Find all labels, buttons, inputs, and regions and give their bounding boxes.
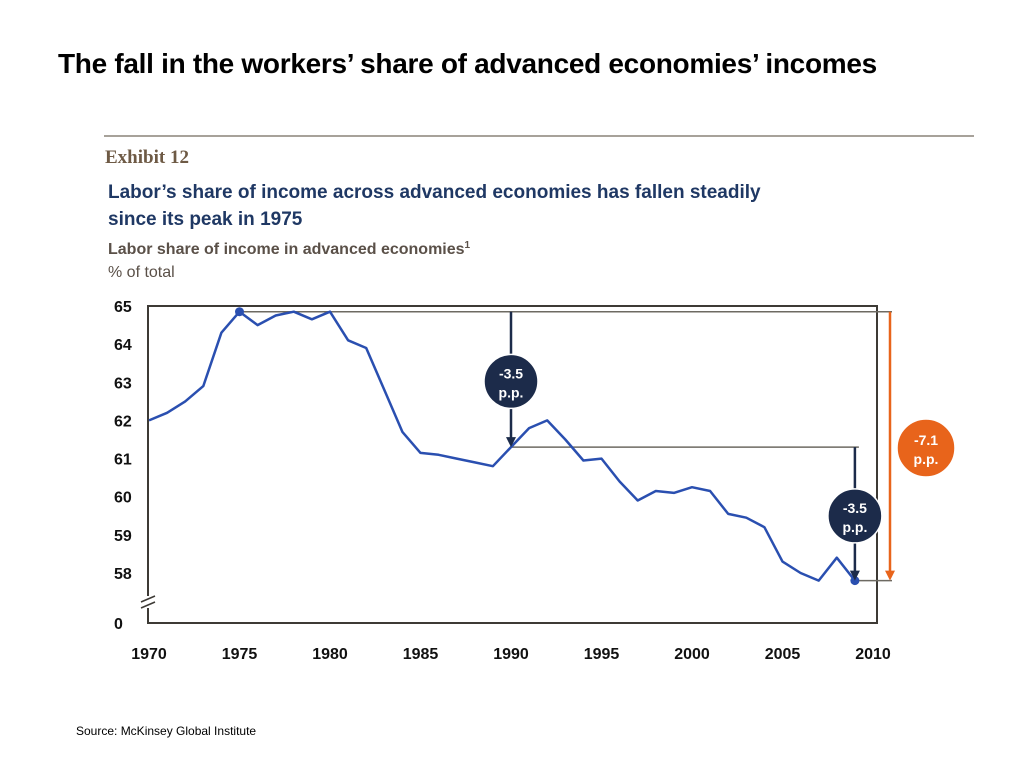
y-tick-label: 63 — [114, 375, 132, 392]
x-tick-label: 1985 — [403, 646, 439, 663]
x-tick-label: 1970 — [131, 646, 167, 663]
annotation-badge-label: p.p. — [499, 384, 524, 400]
annotation-badge — [896, 418, 956, 478]
y-tick-label: 59 — [114, 528, 132, 545]
chart-headline-line-1: Labor’s share of income across advanced … — [108, 182, 761, 203]
y-tick-label: 60 — [114, 490, 132, 507]
chart-headline-line-2: since its peak in 1975 — [108, 209, 303, 230]
exhibit-label: Exhibit 12 — [105, 147, 189, 168]
plot-area — [140, 305, 892, 624]
source-note: Source: McKinsey Global Institute — [76, 724, 257, 738]
axis-break-mark — [140, 601, 156, 609]
axis-break-mark — [140, 595, 156, 603]
annotation-badge-label: -7.1 — [914, 432, 938, 448]
y-tick-label: 62 — [114, 413, 132, 430]
slide-title: The fall in the workers’ share of advanc… — [58, 48, 877, 79]
chart-subtitle-text: Labor share of income in advanced econom… — [108, 241, 465, 258]
y-tick-label: 58 — [114, 566, 132, 583]
x-tick-label: 2000 — [674, 646, 710, 663]
annotation-badge-label: -3.5 — [499, 365, 523, 381]
highlight-point — [235, 307, 244, 317]
series-line — [148, 310, 856, 582]
y-tick-label: 61 — [114, 452, 132, 469]
annotation-arrowhead — [849, 570, 860, 581]
chart-subtitle-footnote: 1 — [465, 240, 471, 251]
chart-units: % of total — [108, 264, 175, 281]
x-tick-label: 1980 — [312, 646, 348, 663]
plot-frame — [147, 305, 878, 624]
x-tick-label: 1995 — [584, 646, 620, 663]
axis-break-gap — [141, 596, 155, 608]
chart-subtitle: Labor share of income in advanced econom… — [108, 240, 471, 258]
annotation-arrowhead — [885, 570, 895, 581]
annotation-arrowhead — [506, 437, 516, 448]
x-tick-label: 1990 — [493, 646, 529, 663]
x-tick-label: 2010 — [855, 646, 891, 663]
annotation-badge — [827, 488, 883, 544]
annotation-badge-label: p.p. — [842, 519, 867, 535]
annotation-badge-label: p.p. — [914, 451, 939, 467]
x-tick-label: 2005 — [765, 646, 801, 663]
annotations: -3.5 p.p. -3.5 p.p. -7.1 p.p. — [483, 311, 956, 581]
y-tick-label: 65 — [114, 299, 132, 316]
annotation-badge — [483, 353, 539, 410]
annotation-badge-label: -3.5 — [843, 500, 867, 516]
y-tick-label: 0 — [114, 616, 123, 633]
x-tick-label: 1975 — [222, 646, 258, 663]
axis-ticks: 65 64 63 62 61 60 59 58 0 1970 1975 1980 1985 1990 199… — [114, 299, 891, 663]
y-tick-label: 64 — [114, 337, 132, 354]
